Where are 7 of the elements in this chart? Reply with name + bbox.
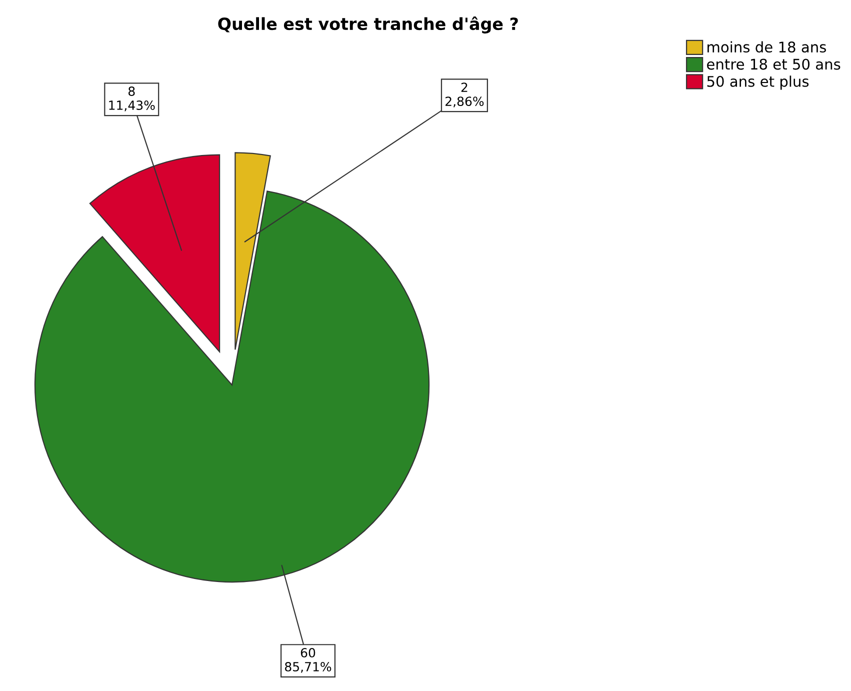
data-label: 2 2,86% [446,82,484,108]
legend-label: 50 ans et plus [707,76,809,90]
data-label: 60 85,71% [285,648,332,673]
data-label: 8 11,43% [109,86,155,112]
legend-label: entre 18 et 50 ans [707,58,840,70]
chart-title: Quelle est votre tranche d'âge ? [218,16,518,34]
legend-label: moins de 18 ans [708,41,826,53]
